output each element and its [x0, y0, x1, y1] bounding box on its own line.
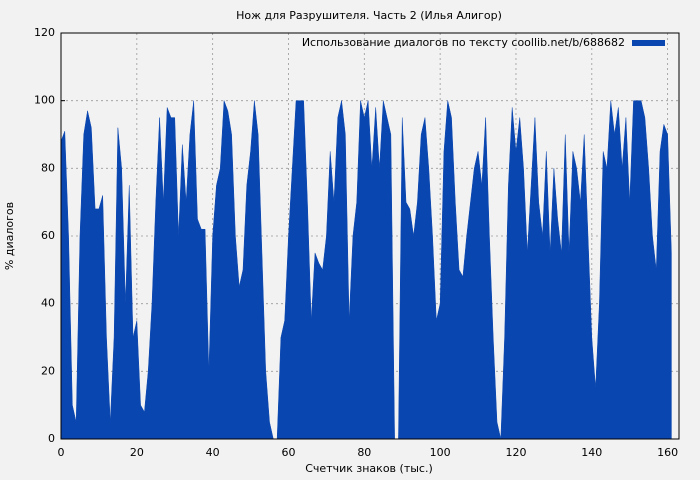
x-tick-label: 160: [657, 446, 678, 459]
x-tick-label: 60: [281, 446, 295, 459]
legend-swatch: [632, 40, 665, 46]
y-tick-label: 20: [41, 364, 55, 377]
area: [60, 100, 672, 440]
x-tick-label: 80: [357, 446, 371, 459]
y-tick-label: 80: [41, 161, 55, 174]
x-tick-label: 0: [58, 446, 65, 459]
y-tick-label: 0: [48, 432, 55, 445]
x-axis-label: Счетчик знаков (тыс.): [305, 462, 433, 475]
plot-border: [60, 32, 680, 440]
y-tick-label: 120: [34, 26, 55, 39]
legend-label: Использование диалогов по тексту coollib…: [302, 36, 625, 49]
x-tick-label: 20: [130, 446, 144, 459]
chart-title: Нож для Разрушителя. Часть 2 (Илья Алиго…: [236, 9, 502, 22]
y-axis-label: % диалогов: [3, 202, 16, 270]
x-tick-label: 120: [505, 446, 526, 459]
x-tick-label: 140: [581, 446, 602, 459]
x-tick-label: 40: [206, 446, 220, 459]
x-tick-label: 100: [430, 446, 451, 459]
y-tick-label: 60: [41, 229, 55, 242]
y-tick-label: 100: [34, 94, 55, 107]
y-tick-label: 40: [41, 297, 55, 310]
